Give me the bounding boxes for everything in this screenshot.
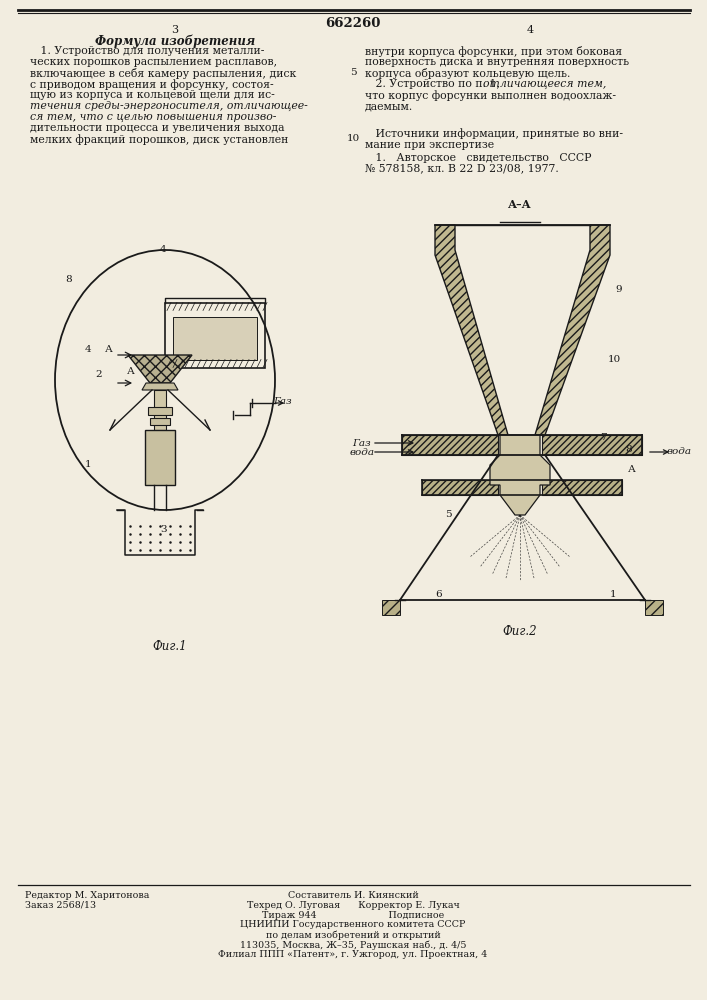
Text: мелких фракций порошков, диск установлен: мелких фракций порошков, диск установлен [30, 134, 288, 145]
Text: внутри корпуса форсунки, при этом боковая: внутри корпуса форсунки, при этом бокова… [365, 46, 622, 57]
Text: 662260: 662260 [325, 17, 380, 30]
Text: 10: 10 [346, 134, 360, 143]
Text: Филиал ППП «Патент», г. Ужгород, ул. Проектная, 4: Филиал ППП «Патент», г. Ужгород, ул. Про… [218, 950, 488, 959]
Text: 5: 5 [445, 510, 452, 519]
Text: Фиг.1: Фиг.1 [153, 640, 187, 653]
Text: Редактор М. Харитонова: Редактор М. Харитонова [25, 891, 149, 900]
Text: поверхность диска и внутренняя поверхность: поверхность диска и внутренняя поверхнос… [365, 57, 629, 67]
Text: 113035, Москва, Ж–35, Раушская наб., д. 4/5: 113035, Москва, Ж–35, Раушская наб., д. … [240, 940, 466, 950]
Text: течения среды-энергоносителя, отличающее-: течения среды-энергоносителя, отличающее… [30, 101, 308, 111]
Text: 8: 8 [625, 445, 631, 454]
Text: ЦНИИПИ Государственного комитета СССР: ЦНИИПИ Государственного комитета СССР [240, 920, 466, 929]
Text: 2: 2 [95, 370, 102, 379]
Text: А: А [127, 366, 135, 375]
Polygon shape [535, 225, 610, 435]
Text: дительности процесса и увеличения выхода: дительности процесса и увеличения выхода [30, 123, 284, 133]
Text: Техред О. Луговая      Корректор Е. Лукач: Техред О. Луговая Корректор Е. Лукач [247, 901, 460, 910]
Text: 9: 9 [615, 285, 621, 294]
Text: 5: 5 [350, 68, 356, 77]
Text: Формула изобретения: Формула изобретения [95, 34, 255, 47]
Text: 6: 6 [435, 590, 442, 599]
Text: 1. Устройство для получения металли-: 1. Устройство для получения металли- [30, 46, 264, 56]
Text: с приводом вращения и форсунку, состоя-: с приводом вращения и форсунку, состоя- [30, 79, 274, 90]
Polygon shape [148, 407, 172, 415]
Text: отличающееся тем,: отличающееся тем, [483, 79, 607, 89]
Text: Фиг.2: Фиг.2 [503, 625, 537, 638]
Text: № 578158, кл. В 22 D 23/08, 1977.: № 578158, кл. В 22 D 23/08, 1977. [365, 164, 559, 174]
Text: 4: 4 [160, 245, 167, 254]
Polygon shape [435, 225, 508, 435]
Text: 1: 1 [610, 590, 617, 599]
Text: вода: вода [350, 448, 375, 457]
Bar [402, 435, 498, 455]
Text: А: А [105, 346, 113, 355]
Bar [382, 600, 400, 615]
Bar [173, 316, 257, 360]
Text: Составитель И. Киянский: Составитель И. Киянский [288, 891, 419, 900]
Text: включающее в себя камеру распыления, диск: включающее в себя камеру распыления, дис… [30, 68, 296, 79]
Text: 1.   Авторское   свидетельство   СССР: 1. Авторское свидетельство СССР [365, 153, 592, 163]
Text: 8: 8 [65, 275, 71, 284]
Text: А–А: А–А [508, 199, 532, 210]
Text: 3: 3 [160, 525, 167, 534]
Text: ся тем, что с целью повышения произво-: ся тем, что с целью повышения произво- [30, 112, 276, 122]
Text: по делам изобретений и открытий: по делам изобретений и открытий [266, 930, 440, 940]
Polygon shape [128, 355, 192, 383]
Bar [542, 435, 642, 455]
Text: корпуса образуют кольцевую щель.: корпуса образуют кольцевую щель. [365, 68, 571, 79]
Text: Заказ 2568/13: Заказ 2568/13 [25, 901, 96, 910]
Bar [165, 302, 265, 367]
Text: 2. Устройство по п. 1,: 2. Устройство по п. 1, [365, 79, 503, 89]
Text: 4: 4 [85, 345, 92, 354]
Text: что корпус форсунки выполнен водоохлаж-: что корпус форсунки выполнен водоохлаж- [365, 90, 616, 101]
Text: А: А [628, 465, 636, 474]
Polygon shape [150, 418, 170, 425]
Text: щую из корпуса и кольцевой щели для ис-: щую из корпуса и кольцевой щели для ис- [30, 90, 275, 100]
Text: 3: 3 [171, 25, 179, 35]
Text: мание при экспертизе: мание при экспертизе [365, 139, 494, 149]
Text: даемым.: даемым. [365, 101, 414, 111]
Polygon shape [154, 390, 166, 430]
Text: Тираж 944                        Подписное: Тираж 944 Подписное [262, 911, 444, 920]
Text: Газ: Газ [273, 397, 291, 406]
Text: Газ: Газ [352, 439, 370, 448]
Bar [422, 480, 498, 495]
Polygon shape [142, 383, 178, 390]
Text: вода: вода [667, 447, 692, 456]
Text: 1: 1 [85, 460, 92, 469]
Text: 10: 10 [608, 355, 621, 364]
Bar [645, 600, 663, 615]
Polygon shape [145, 430, 175, 485]
Text: 4: 4 [527, 25, 534, 35]
Text: 7: 7 [600, 433, 607, 442]
Polygon shape [490, 435, 550, 515]
Text: ческих порошков распылением расплавов,: ческих порошков распылением расплавов, [30, 57, 277, 67]
Text: Источники информации, принятые во вни-: Источники информации, принятые во вни- [365, 128, 623, 139]
Bar [542, 480, 622, 495]
